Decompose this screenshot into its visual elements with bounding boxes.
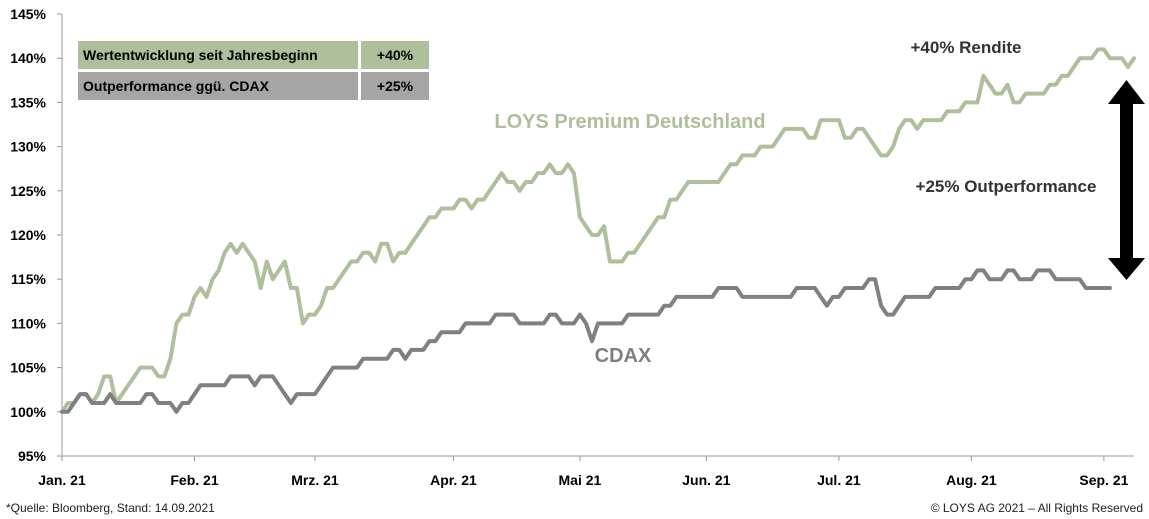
summary-table: Wertentwicklung seit Jahresbeginn +40% O… bbox=[75, 38, 432, 103]
source-footnote: *Quelle: Bloomberg, Stand: 14.09.2021 bbox=[6, 501, 215, 515]
summary-row-outperformance: Outperformance ggü. CDAX +25% bbox=[78, 72, 429, 100]
x-tick-label: Jan. 21 bbox=[38, 472, 86, 488]
x-tick-label: Jul. 21 bbox=[817, 472, 861, 488]
copyright-footnote: © LOYS AG 2021 – All Rights Reserved bbox=[930, 501, 1143, 515]
annotation-outperformance: +25% Outperformance bbox=[916, 177, 1097, 196]
series-label-cdax: CDAX bbox=[595, 345, 652, 367]
x-tick-label: Feb. 21 bbox=[170, 472, 218, 488]
y-tick-label: 120% bbox=[10, 227, 46, 243]
y-tick-label: 105% bbox=[10, 360, 46, 376]
x-tick-label: Aug. 21 bbox=[946, 472, 997, 488]
y-tick-label: 95% bbox=[18, 448, 47, 464]
y-tick-label: 125% bbox=[10, 183, 46, 199]
series-line-cdax bbox=[60, 268, 1112, 414]
summary-label-outperformance: Outperformance ggü. CDAX bbox=[78, 72, 358, 100]
annotation-rendite: +40% Rendite bbox=[910, 38, 1021, 57]
x-axis: Jan. 21 Feb. 21 Mrz. 21 Apr. 21 Mai 21 Jun. 2… bbox=[38, 455, 1134, 488]
series-labels: LOYS Premium Deutschland CDAX bbox=[494, 111, 765, 367]
y-tick-label: 130% bbox=[10, 139, 46, 155]
summary-row-performance: Wertentwicklung seit Jahresbeginn +40% bbox=[78, 41, 429, 69]
x-tick-label: Apr. 21 bbox=[430, 472, 477, 488]
summary-label-performance: Wertentwicklung seit Jahresbeginn bbox=[78, 41, 358, 69]
summary-value-outperformance: +25% bbox=[361, 72, 429, 100]
y-tick-label: 145% bbox=[10, 6, 46, 22]
y-axis: 95% 100% 105% 110% 115% 120% 125% 130% 135% 140% 1… bbox=[10, 6, 63, 464]
summary-value-performance: +40% bbox=[361, 41, 429, 69]
series-line-loys bbox=[60, 47, 1136, 414]
y-tick-label: 115% bbox=[11, 271, 47, 287]
y-tick-label: 135% bbox=[10, 94, 46, 110]
x-tick-label: Mai 21 bbox=[559, 472, 602, 488]
y-tick-label: 140% bbox=[10, 50, 46, 66]
series-label-loys: LOYS Premium Deutschland bbox=[494, 111, 765, 133]
y-tick-label: 110% bbox=[11, 315, 47, 331]
x-tick-label: Jun. 21 bbox=[682, 472, 730, 488]
double-arrow-icon bbox=[1108, 80, 1145, 280]
series-layer bbox=[60, 47, 1136, 414]
y-tick-label: 100% bbox=[10, 404, 46, 420]
x-tick-label: Sep. 21 bbox=[1079, 472, 1128, 488]
annotations: +40% Rendite +25% Outperformance bbox=[910, 38, 1145, 280]
x-tick-label: Mrz. 21 bbox=[291, 472, 339, 488]
